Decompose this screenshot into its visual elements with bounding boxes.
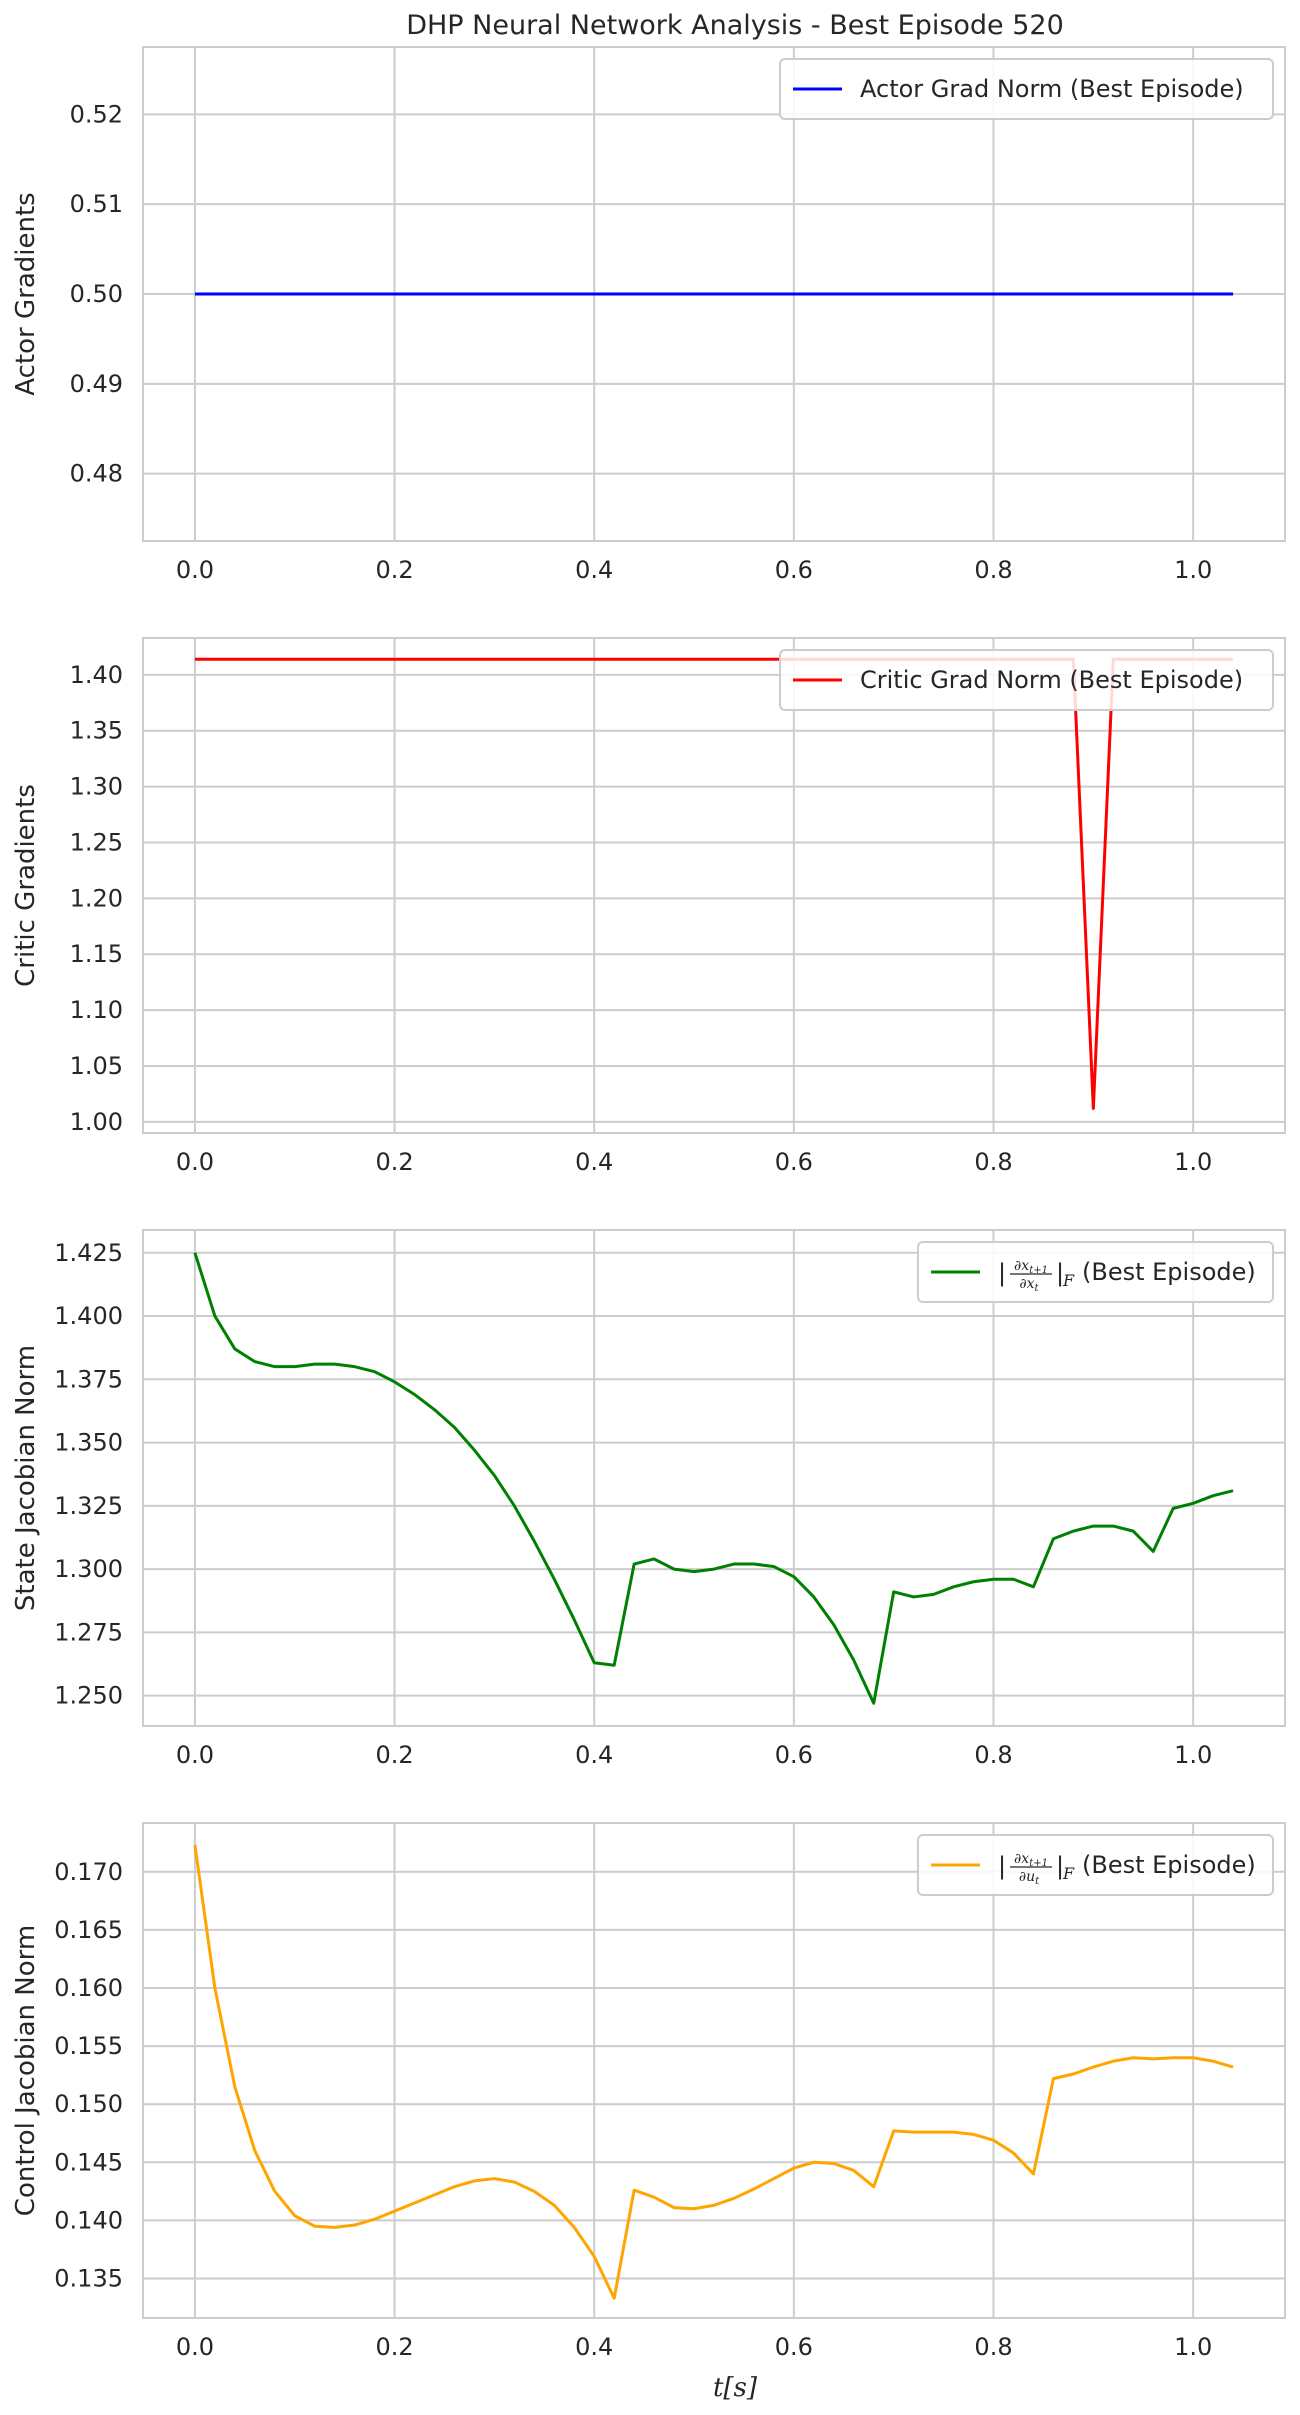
x-tick-label: 1.0 — [1174, 2333, 1212, 2361]
legend-fraction-denominator: ∂ut — [1019, 1869, 1040, 1887]
chart-panel-3: 0.0 0.2 0.4 0.6 0.8 1.0 1.250 1.275 1.300 1.325 1.… — [11, 1229, 1286, 1769]
x-tick-label: 0.4 — [575, 2333, 613, 2361]
y-tick-label: 1.25 — [70, 828, 123, 856]
legend-label: (Best Episode) — [1082, 1258, 1256, 1286]
y-tick-label: 1.300 — [54, 1555, 123, 1583]
legend-box — [917, 1834, 1274, 1896]
y-tick-label: 1.05 — [70, 1052, 123, 1080]
legend-fraction-denominator-sub: t — [1035, 1283, 1040, 1294]
x-tick-label: 0.2 — [375, 1148, 413, 1176]
legend: (Best Episode)| ∂xt+1∂xt|F — [917, 1241, 1274, 1303]
x-tick-label: 0.2 — [375, 2333, 413, 2361]
y-tick-label: 0.145 — [54, 2148, 123, 2176]
x-tick-label: 0.0 — [176, 2333, 214, 2361]
legend-norm-subscript: F — [1062, 1271, 1075, 1290]
x-axis-label-text: t[s] — [713, 2373, 758, 2403]
legend: Critic Grad Norm (Best Episode) — [779, 649, 1274, 711]
legend-label: Critic Grad Norm (Best Episode) — [860, 666, 1243, 694]
y-tick-label: 1.10 — [70, 996, 123, 1024]
x-tick-label: 0.6 — [775, 556, 813, 584]
axes-frame — [142, 1229, 1286, 1727]
y-tick-label: 1.40 — [70, 661, 123, 689]
legend-fraction-denominator: ∂xt — [1019, 1276, 1039, 1294]
legend: (Best Episode)| ∂xt+1∂ut|F — [917, 1834, 1274, 1896]
x-tick-label: 0.4 — [575, 1741, 613, 1769]
y-tick-label: 0.49 — [70, 370, 123, 398]
x-tick-label: 0.0 — [176, 1741, 214, 1769]
x-tick-label: 0.6 — [775, 1148, 813, 1176]
x-tick-label: 0.2 — [375, 1741, 413, 1769]
y-axis-label: Actor Gradients — [11, 192, 41, 395]
legend-fraction-numerator-sub: t+1 — [1029, 1858, 1048, 1869]
y-tick-label: 1.35 — [70, 717, 123, 745]
y-tick-label: 0.48 — [70, 460, 123, 488]
legend-norm-subscript: F — [1062, 1864, 1075, 1883]
legend-box — [779, 58, 1274, 120]
axes-frame — [142, 1822, 1286, 2319]
x-tick-label: 0.6 — [775, 2333, 813, 2361]
y-tick-label: 1.250 — [54, 1682, 123, 1710]
y-axis-label: State Jacobian Norm — [11, 1345, 41, 1611]
legend-box — [917, 1241, 1274, 1303]
y-tick-label: 1.30 — [70, 773, 123, 801]
x-tick-label: 0.4 — [575, 556, 613, 584]
y-tick-label: 0.135 — [54, 2264, 123, 2292]
legend-norm-close: | — [1056, 1259, 1064, 1287]
x-tick-label: 0.6 — [775, 1741, 813, 1769]
y-tick-label: 1.425 — [54, 1239, 123, 1267]
legend-fraction-denominator-sub: t — [1035, 1876, 1040, 1887]
y-tick-label: 1.325 — [54, 1492, 123, 1520]
y-tick-label: 0.160 — [54, 1974, 123, 2002]
x-tick-label: 1.0 — [1174, 1741, 1212, 1769]
x-tick-label: 0.8 — [974, 556, 1012, 584]
x-tick-label: 0.8 — [974, 2333, 1012, 2361]
chart-panel-2: 0.0 0.2 0.4 0.6 0.8 1.0 1.00 1.05 1.10 1.15 1.20 1.… — [11, 637, 1286, 1176]
legend-norm-open: | — [998, 1852, 1006, 1880]
axes-frame — [142, 46, 1286, 542]
y-axis-label: Control Jacobian Norm — [11, 1925, 41, 2216]
x-tick-label: 0.2 — [375, 556, 413, 584]
y-tick-label: 0.155 — [54, 2032, 123, 2060]
axes-frame — [142, 637, 1286, 1134]
x-tick-label: 0.8 — [974, 1741, 1012, 1769]
panels: 0.0 0.2 0.4 0.6 0.8 1.0 0.48 0.49 0.50 0.51 0.52 Ac… — [11, 46, 1286, 2361]
x-tick-label: 0.4 — [575, 1148, 613, 1176]
x-tick-label: 0.0 — [176, 556, 214, 584]
legend-norm-open: | — [998, 1259, 1006, 1287]
legend: Actor Grad Norm (Best Episode) — [779, 58, 1274, 120]
x-axis-label: t[s] — [713, 2373, 758, 2403]
y-tick-label: 0.51 — [70, 190, 123, 218]
legend-box — [779, 649, 1274, 711]
y-tick-label: 0.52 — [70, 100, 123, 128]
y-tick-label: 1.275 — [54, 1618, 123, 1646]
x-tick-label: 0.0 — [176, 1148, 214, 1176]
y-axis-label: Critic Gradients — [11, 784, 41, 987]
y-tick-label: 0.170 — [54, 1858, 123, 1886]
legend-fraction-numerator-sub: t+1 — [1029, 1265, 1048, 1276]
y-tick-label: 1.400 — [54, 1302, 123, 1330]
y-tick-label: 1.15 — [70, 940, 123, 968]
x-tick-label: 0.8 — [974, 1148, 1012, 1176]
y-tick-label: 1.350 — [54, 1429, 123, 1457]
legend-label: (Best Episode) — [1082, 1851, 1256, 1879]
y-tick-label: 1.00 — [70, 1108, 123, 1136]
legend-label: Actor Grad Norm (Best Episode) — [860, 75, 1244, 103]
x-tick-label: 1.0 — [1174, 1148, 1212, 1176]
y-tick-label: 1.375 — [54, 1365, 123, 1393]
y-tick-label: 0.150 — [54, 2090, 123, 2118]
y-tick-label: 1.20 — [70, 884, 123, 912]
legend-norm-close: | — [1056, 1852, 1064, 1880]
figure-title: DHP Neural Network Analysis - Best Episo… — [406, 10, 1064, 41]
chart-panel-4: 0.0 0.2 0.4 0.6 0.8 1.0 0.135 0.140 0.145 0.150 0.… — [11, 1822, 1286, 2361]
chart-panel-1: 0.0 0.2 0.4 0.6 0.8 1.0 0.48 0.49 0.50 0.51 0.52 Ac… — [11, 46, 1286, 584]
y-tick-label: 0.50 — [70, 280, 123, 308]
y-tick-label: 0.140 — [54, 2206, 123, 2234]
x-tick-label: 1.0 — [1174, 556, 1212, 584]
y-tick-label: 0.165 — [54, 1916, 123, 1944]
